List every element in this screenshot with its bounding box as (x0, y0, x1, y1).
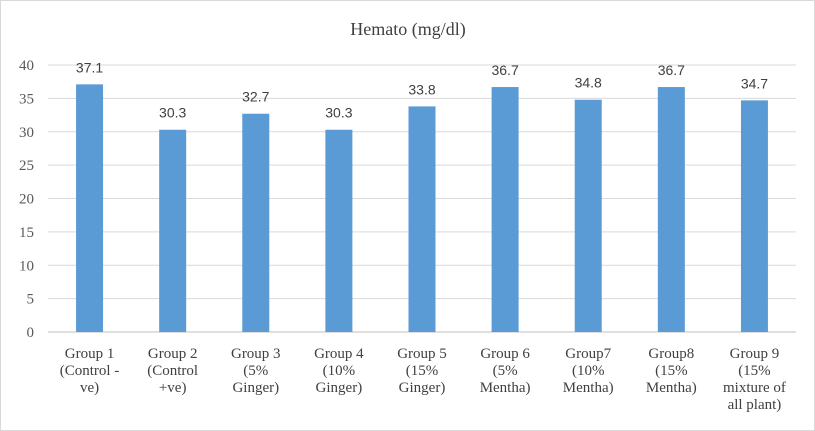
x-category-label-line: Mentha) (646, 380, 697, 396)
x-category-label-line: mixture of (723, 380, 786, 396)
x-category-label: Group 2 (Control +ve) (147, 346, 198, 396)
data-label: 33.8 (408, 81, 435, 97)
x-category-label: Group 5 (15% Ginger) (397, 346, 447, 396)
x-category-label-line: (Control (147, 363, 198, 379)
data-label: 34.8 (575, 75, 602, 91)
x-category-label: Group8 (15% Mentha) (646, 346, 697, 396)
data-label: 30.3 (159, 105, 186, 121)
data-label: 36.7 (491, 62, 518, 78)
data-label: 34.7 (741, 75, 768, 91)
y-tick-label: 15 (19, 225, 34, 241)
x-category-label-line: Group 6 (480, 346, 530, 362)
x-axis-categories: Group 1 (Control -ve)Group 2 (Control +ve)G… (60, 346, 786, 413)
data-label: 37.1 (76, 59, 103, 75)
x-category-label: Group 4 (10% Ginger) (314, 346, 364, 396)
x-category-label-line: (15% (655, 363, 688, 379)
x-category-label-line: Group7 (565, 346, 611, 362)
x-category-label-line: Group 1 (65, 346, 115, 362)
y-tick-label: 0 (27, 325, 35, 341)
bar (657, 87, 685, 332)
x-category-label-line: Group 5 (397, 346, 447, 362)
x-category-label-line: (10% (323, 363, 356, 379)
data-label: 32.7 (242, 89, 269, 105)
bars (76, 84, 768, 333)
x-category-label-line: (5% (493, 363, 518, 379)
x-category-label-line: Ginger) (316, 380, 363, 396)
y-tick-label: 30 (19, 125, 34, 141)
x-category-label-line: ve) (80, 380, 99, 396)
x-category-label-line: Group 3 (231, 346, 281, 362)
chart-title: Hemato (mg/dl) (350, 19, 465, 40)
data-label: 36.7 (658, 62, 685, 78)
x-category-label-line: Group8 (648, 346, 694, 362)
y-tick-label: 25 (19, 158, 34, 174)
bar (325, 129, 353, 332)
bar (76, 84, 104, 332)
bar (740, 100, 768, 332)
x-category-label-line: (5% (243, 363, 268, 379)
x-category-label-line: +ve) (159, 380, 187, 396)
y-tick-label: 20 (19, 192, 34, 208)
bar (574, 99, 602, 333)
x-category-label-line: Ginger) (232, 380, 279, 396)
y-tick-label: 5 (27, 292, 35, 308)
y-axis-ticks: 0 5 10 15 20 25 30 35 40 (19, 58, 34, 341)
x-category-label-line: Ginger) (399, 380, 446, 396)
x-category-label: Group 1 (Control -ve) (60, 346, 120, 396)
bar (408, 106, 436, 332)
x-category-label: Group7 (10% Mentha) (563, 346, 614, 396)
x-category-label-line: (15% (738, 363, 771, 379)
x-category-label-line: Mentha) (480, 380, 531, 396)
x-category-label-line: Mentha) (563, 380, 614, 396)
x-category-label: Group 3 (5% Ginger) (231, 346, 281, 396)
x-category-label-line: (15% (406, 363, 439, 379)
bar (242, 113, 270, 332)
y-tick-label: 10 (19, 258, 34, 274)
x-category-label-line: all plant) (728, 397, 782, 413)
x-category-label: Group 6 (5% Mentha) (480, 346, 531, 396)
y-tick-label: 35 (19, 91, 34, 107)
y-tick-label: 40 (19, 58, 34, 74)
bar (491, 87, 519, 332)
data-labels: 37.1 30.3 32.7 30.3 33.8 36.7 34.8 36.7 34.7 (76, 59, 768, 120)
data-label: 30.3 (325, 105, 352, 121)
x-category-label: Group 9 (15% mixture of all plant) (723, 346, 786, 413)
x-category-label-line: Group 9 (730, 346, 780, 362)
x-category-label-line: Group 2 (148, 346, 198, 362)
x-category-label-line: Group 4 (314, 346, 364, 362)
x-category-label-line: (10% (572, 363, 605, 379)
bar (159, 129, 187, 332)
x-category-label-line: (Control - (60, 363, 120, 379)
